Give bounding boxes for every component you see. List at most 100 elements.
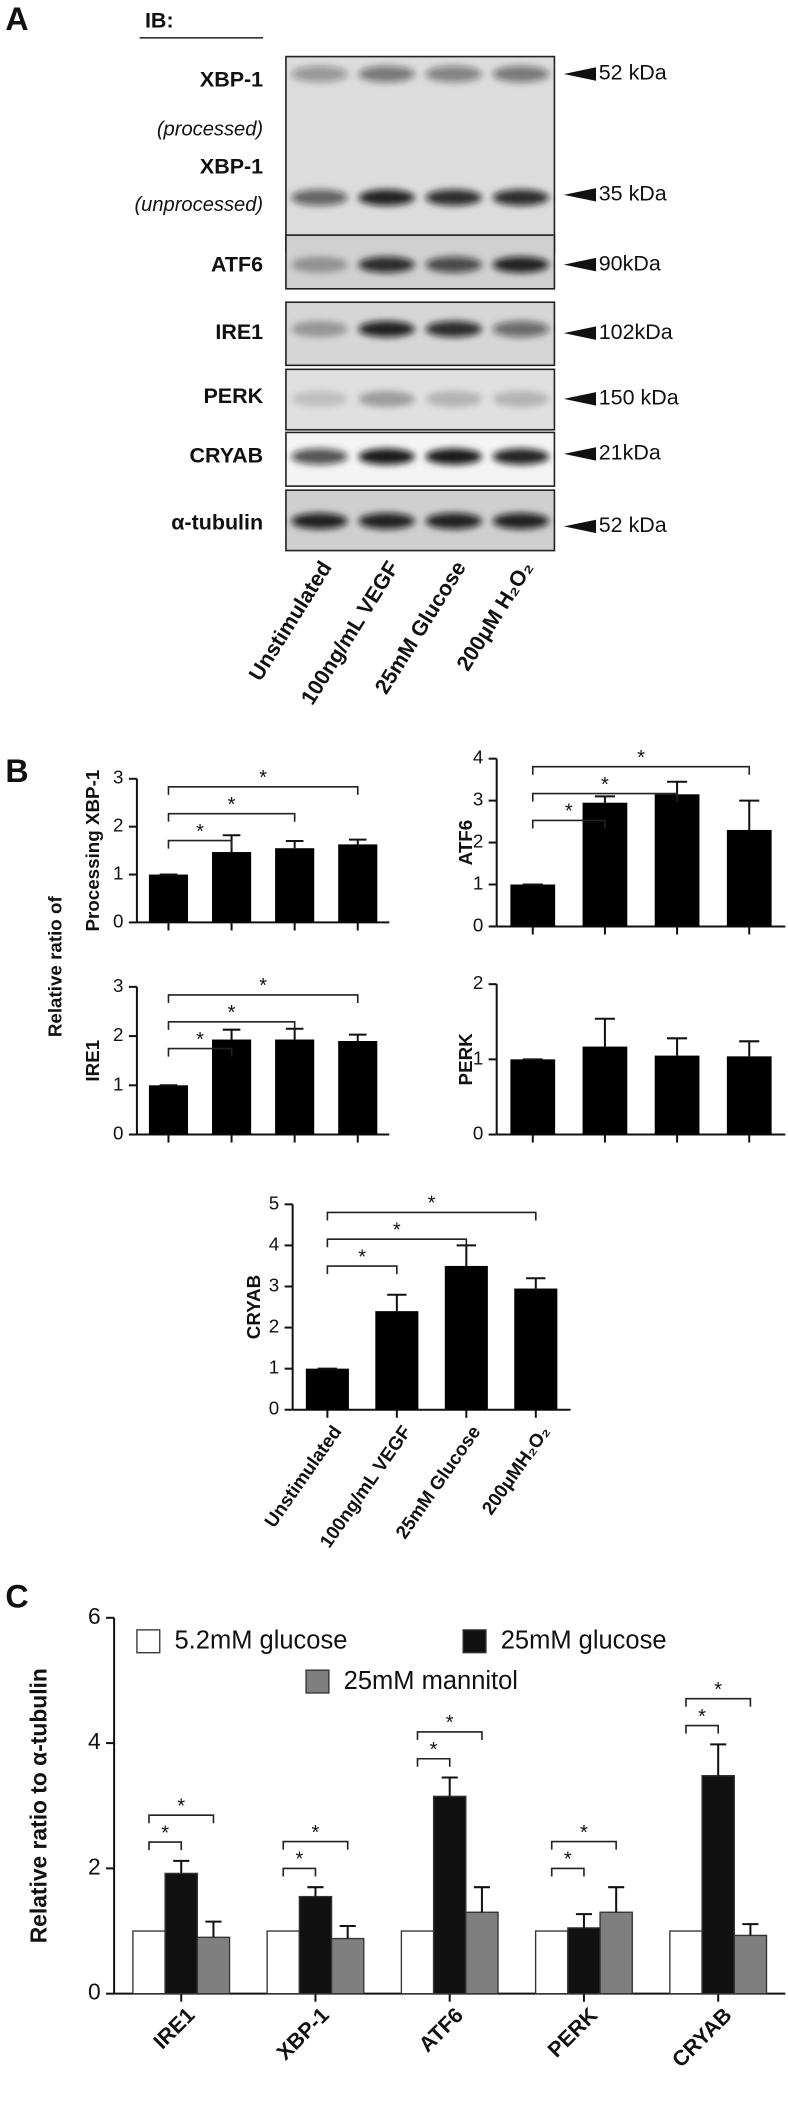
bar — [298, 1895, 333, 1995]
y-tick-label: 5 — [269, 1192, 279, 1213]
significance-bracket — [167, 839, 233, 849]
significance-bracket — [416, 1731, 483, 1740]
significance-bracket — [416, 1757, 451, 1767]
bar — [669, 1930, 703, 1995]
legend-swatch — [136, 1629, 161, 1654]
bar — [654, 1055, 700, 1135]
error-bar — [173, 1859, 190, 1874]
error-bar — [348, 838, 367, 845]
bar — [432, 1795, 467, 1995]
blot-band — [425, 448, 482, 465]
blot-band — [492, 321, 550, 338]
significance-bracket — [167, 786, 359, 795]
significance-bracket — [167, 1020, 296, 1030]
y-tick-label: 0 — [113, 1123, 123, 1144]
y-tick-label: 4 — [473, 747, 483, 768]
significance-bracket — [531, 765, 751, 775]
bar — [330, 1937, 365, 1995]
y-axis-label: CRYAB — [243, 1275, 264, 1339]
bar — [196, 1936, 231, 1995]
bar — [400, 1930, 435, 1995]
significance-label: * — [580, 1822, 588, 1844]
significance-bracket — [167, 812, 296, 822]
blot-band — [358, 448, 415, 465]
significance-label: * — [228, 794, 236, 816]
marker-label: 35 kDa — [599, 182, 667, 206]
bar — [726, 1056, 772, 1135]
blot-band — [425, 256, 482, 273]
error-bar — [667, 780, 688, 795]
y-axis-label: Relative ratio to α-tubulin — [25, 1668, 51, 1943]
bar — [510, 1059, 556, 1135]
bar — [148, 874, 189, 923]
bar — [338, 1041, 378, 1135]
blot-band — [358, 321, 415, 338]
significance-bracket — [167, 1047, 233, 1057]
y-tick-label: 1 — [269, 1357, 279, 1378]
error-bar — [594, 1017, 615, 1047]
significance-bracket — [326, 1238, 468, 1248]
significance-bracket — [550, 1867, 585, 1877]
bar — [375, 1311, 419, 1410]
y-tick-label: 2 — [113, 815, 123, 836]
bar — [148, 1085, 189, 1135]
bar — [212, 852, 252, 923]
y-axis-label: PERK — [455, 1033, 476, 1086]
blot-band — [425, 512, 482, 530]
significance-label: * — [698, 1706, 706, 1728]
significance-label: * — [177, 1795, 185, 1817]
y-tick-label: 0 — [473, 1123, 483, 1144]
bar — [567, 1927, 601, 1995]
y-tick-label: 2 — [269, 1316, 279, 1337]
blot-band — [425, 189, 482, 206]
blot-band — [358, 65, 415, 83]
bar — [132, 1930, 166, 1995]
marker-arrow — [563, 447, 597, 461]
significance-label: * — [358, 1246, 366, 1268]
marker-label: 52 kDa — [599, 61, 667, 85]
bar — [514, 1288, 558, 1410]
bar — [338, 844, 378, 923]
significance-label: * — [312, 1822, 320, 1844]
significance-label: * — [564, 1849, 572, 1871]
blot-band — [492, 256, 550, 273]
y-tick-label: 2 — [473, 831, 483, 852]
blot-band — [291, 448, 348, 465]
blot-band — [358, 189, 415, 206]
error-bar — [205, 1920, 222, 1938]
bar — [444, 1265, 488, 1410]
blot-band — [291, 321, 348, 338]
panel-label: C — [5, 1579, 28, 1615]
legend-swatch — [305, 1669, 330, 1694]
significance-label: * — [393, 1219, 401, 1241]
y-axis-label: ATF6 — [455, 820, 476, 866]
marker-arrow — [563, 392, 597, 406]
bar — [266, 1930, 301, 1995]
error-bar — [710, 1743, 727, 1776]
y-tick-label: 0 — [113, 910, 123, 931]
y-tick-label: 6 — [88, 1603, 101, 1629]
y-tick-label: 3 — [113, 975, 123, 996]
y-tick-label: 0 — [473, 914, 483, 935]
row-label: ATF6 — [211, 253, 263, 277]
y-axis-label: IRE1 — [82, 1040, 103, 1082]
row-label: (processed) — [157, 119, 263, 141]
significance-label: * — [295, 1849, 303, 1871]
blot-band — [492, 65, 550, 83]
blot-band — [425, 65, 482, 83]
error-bar — [473, 1886, 490, 1913]
y-tick-label: 2 — [113, 1024, 123, 1045]
significance-bracket — [326, 1265, 398, 1275]
y-tick-label: 3 — [269, 1274, 279, 1295]
error-bar — [285, 840, 304, 849]
y-tick-label: 3 — [113, 767, 123, 788]
error-bar — [348, 1033, 367, 1042]
row-label: (unprocessed) — [134, 194, 263, 216]
error-bar — [739, 1040, 760, 1057]
significance-label: * — [430, 1739, 438, 1761]
bar — [164, 1872, 199, 1995]
y-tick-label: 2 — [88, 1853, 101, 1879]
significance-label: * — [228, 1002, 236, 1024]
significance-label: * — [637, 747, 645, 769]
